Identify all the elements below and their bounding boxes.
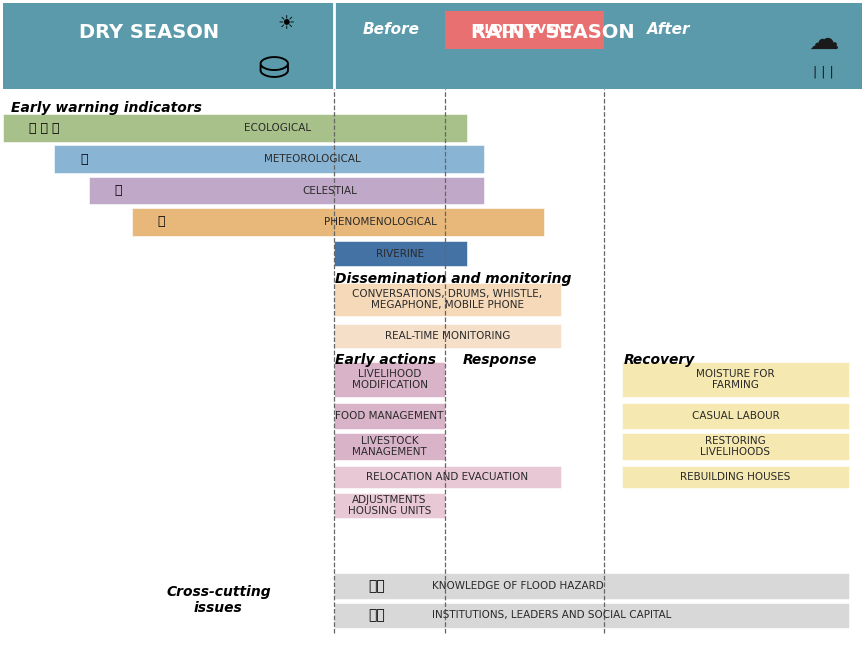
Text: DRY SEASON: DRY SEASON	[79, 23, 219, 42]
Text: LIVELIHOOD
MODIFICATION: LIVELIHOOD MODIFICATION	[351, 369, 427, 391]
FancyBboxPatch shape	[131, 208, 544, 235]
FancyBboxPatch shape	[89, 177, 484, 205]
FancyBboxPatch shape	[622, 466, 849, 488]
FancyBboxPatch shape	[334, 324, 561, 348]
FancyBboxPatch shape	[334, 403, 445, 429]
Text: RAINY SEASON: RAINY SEASON	[471, 23, 635, 42]
Text: 🚱🧐: 🚱🧐	[368, 579, 385, 593]
FancyBboxPatch shape	[445, 11, 605, 50]
FancyBboxPatch shape	[622, 363, 849, 397]
Text: PHENOMENOLOGICAL: PHENOMENOLOGICAL	[324, 217, 438, 227]
FancyBboxPatch shape	[334, 603, 849, 628]
Text: FOOD MANAGEMENT: FOOD MANAGEMENT	[336, 411, 444, 421]
Text: FLOOD EVENT: FLOOD EVENT	[476, 23, 573, 36]
Text: Before: Before	[362, 22, 420, 37]
Text: ⛈: ⛈	[80, 153, 87, 166]
Text: 🏛👥: 🏛👥	[368, 608, 385, 622]
Text: Recovery: Recovery	[624, 353, 695, 367]
Text: KNOWLEDGE OF FLOOD HAZARD: KNOWLEDGE OF FLOOD HAZARD	[432, 581, 605, 591]
FancyBboxPatch shape	[334, 283, 561, 316]
Text: RIVERINE: RIVERINE	[376, 249, 425, 258]
Text: ECOLOGICAL: ECOLOGICAL	[244, 123, 311, 133]
Text: INSTITUTIONS, LEADERS AND SOCIAL CAPITAL: INSTITUTIONS, LEADERS AND SOCIAL CAPITAL	[432, 610, 672, 620]
Text: Cross-cutting
issues: Cross-cutting issues	[166, 585, 271, 615]
Text: LIVESTOCK
MANAGEMENT: LIVESTOCK MANAGEMENT	[352, 436, 427, 458]
Text: 🚶: 🚶	[157, 215, 165, 228]
Text: MOISTURE FOR
FARMING: MOISTURE FOR FARMING	[696, 369, 775, 391]
FancyBboxPatch shape	[334, 466, 561, 488]
FancyBboxPatch shape	[334, 363, 445, 397]
Text: METEOROLOGICAL: METEOROLOGICAL	[264, 155, 361, 165]
Text: 🌳 🦌 🐄: 🌳 🦌 🐄	[29, 122, 59, 134]
FancyBboxPatch shape	[334, 493, 445, 518]
FancyBboxPatch shape	[334, 573, 849, 599]
Text: RELOCATION AND EVACUATION: RELOCATION AND EVACUATION	[367, 472, 529, 482]
Text: Early actions: Early actions	[336, 353, 436, 367]
Text: | | |: | | |	[813, 66, 834, 79]
Text: CELESTIAL: CELESTIAL	[302, 185, 356, 195]
Text: Response: Response	[463, 353, 537, 367]
Text: ☀: ☀	[278, 15, 295, 33]
Text: Early warning indicators: Early warning indicators	[11, 100, 202, 114]
FancyBboxPatch shape	[334, 3, 862, 89]
Text: ☁: ☁	[808, 26, 839, 55]
Text: After: After	[647, 22, 690, 37]
Text: REAL-TIME MONITORING: REAL-TIME MONITORING	[385, 331, 510, 341]
FancyBboxPatch shape	[3, 3, 334, 89]
Text: ADJUSTMENTS
HOUSING UNITS: ADJUSTMENTS HOUSING UNITS	[348, 495, 432, 516]
Text: ⛀: ⛀	[257, 48, 290, 86]
Text: REBUILDING HOUSES: REBUILDING HOUSES	[680, 472, 791, 482]
Text: 🌙: 🌙	[114, 184, 122, 197]
FancyBboxPatch shape	[334, 434, 445, 460]
FancyBboxPatch shape	[3, 114, 467, 142]
Text: CASUAL LABOUR: CASUAL LABOUR	[692, 411, 779, 421]
FancyBboxPatch shape	[622, 434, 849, 460]
Text: Dissemination and monitoring: Dissemination and monitoring	[336, 272, 572, 286]
Text: CONVERSATIONS, DRUMS, WHISTLE,
MEGAPHONE, MOBILE PHONE: CONVERSATIONS, DRUMS, WHISTLE, MEGAPHONE…	[352, 288, 542, 310]
Text: RESTORING
LIVELIHOODS: RESTORING LIVELIHOODS	[701, 436, 771, 458]
FancyBboxPatch shape	[622, 403, 849, 429]
FancyBboxPatch shape	[334, 241, 467, 266]
FancyBboxPatch shape	[54, 145, 484, 173]
